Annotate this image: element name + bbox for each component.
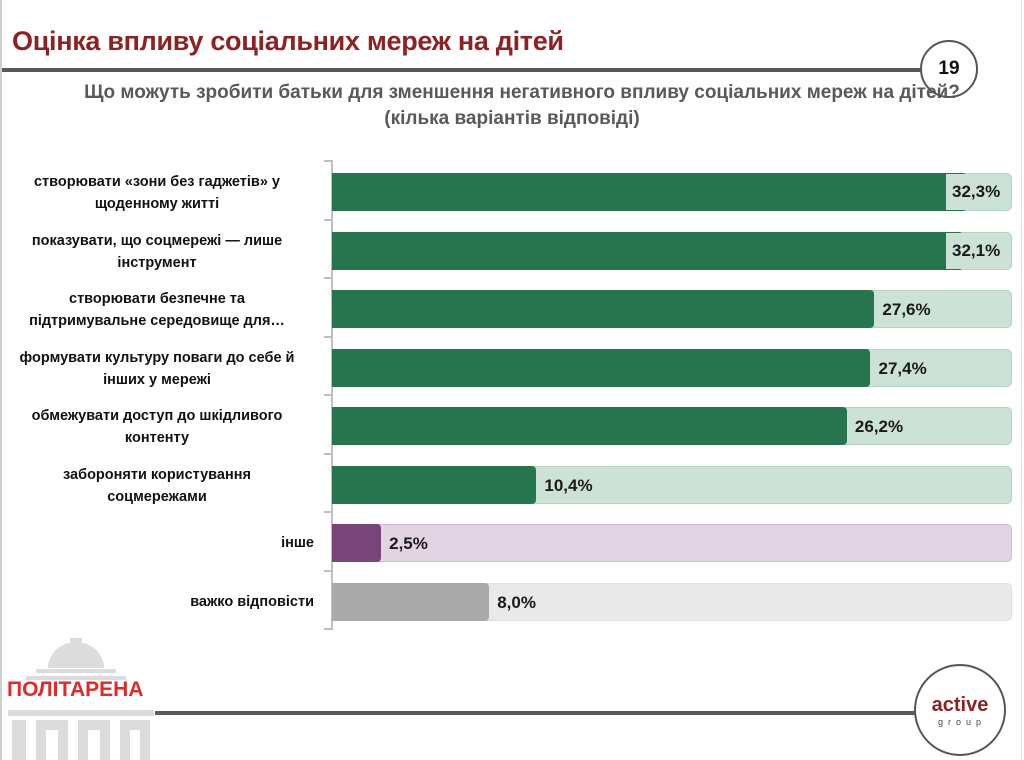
footer-divider	[155, 711, 915, 715]
category-label-line: щоденному житті	[94, 196, 220, 212]
page-number-circle	[920, 40, 978, 98]
category-label: важко відповісти	[0, 591, 314, 613]
data-label: 8,0%	[497, 592, 536, 612]
header-divider	[2, 68, 922, 72]
category-label-line: контенту	[124, 430, 190, 446]
category-label-line: підтримувальне середовище для…	[29, 313, 285, 329]
axis-tick	[324, 452, 332, 455]
axis-tick	[324, 218, 332, 221]
active-group-logo	[914, 664, 1006, 756]
bar	[332, 348, 871, 387]
bar	[332, 290, 875, 328]
data-label: 27,4%	[878, 358, 927, 378]
bar	[332, 231, 963, 270]
slide-right-edge	[1021, 0, 1022, 760]
axis-tick	[324, 394, 332, 396]
category-label-line: формувати культуру поваги до себе й	[19, 349, 295, 366]
category-label-line: обмежувати доступ до шкідливого	[31, 408, 283, 424]
category-label-line: соцмережами	[107, 488, 207, 505]
axis-tick	[324, 628, 332, 630]
politarena-logo	[8, 638, 154, 760]
building-icon	[8, 638, 154, 760]
bar	[332, 173, 967, 211]
category-label: створювати безпечне та підтримувальне сер…	[0, 288, 314, 332]
category-label-line: важко відповісти	[190, 593, 314, 610]
category-label-line: створювати «зони без гаджетів» у	[33, 174, 280, 190]
active-group-logo-subtext: group	[937, 717, 987, 727]
data-label: 10,4%	[544, 475, 593, 495]
category-label: забороняти користування соцмережами	[0, 464, 314, 508]
axis-tick	[324, 335, 332, 338]
axis-tick	[324, 511, 332, 513]
category-label-line: інших у мережі	[103, 371, 211, 388]
axis-tick	[324, 160, 332, 162]
data-label: 32,3%	[946, 174, 1007, 210]
politarena-logo-text: ПОЛІТАРЕНА	[7, 678, 144, 701]
active-group-logo-text: active	[931, 694, 989, 716]
bar	[332, 465, 537, 504]
data-label: 32,1%	[946, 232, 1007, 269]
data-label: 2,5%	[389, 534, 428, 553]
slide-title: Оцінка впливу соціальних мереж на дітей	[12, 26, 564, 56]
bar	[332, 582, 490, 621]
data-label: 27,6%	[882, 300, 931, 319]
category-label: формувати культуру поваги до себе й інших…	[0, 347, 314, 391]
bar-track	[332, 524, 1012, 562]
category-label-line: показувати, що соцмережі — лише	[31, 232, 283, 249]
category-label-line: інше	[281, 535, 314, 551]
chart-title: Що можуть зробити батьки для зменшення н…	[84, 82, 960, 103]
category-label-line: створювати безпечне та	[69, 291, 245, 307]
category-label-line: забороняти користування	[63, 466, 251, 483]
category-label: показувати, що соцмережі — лише інструмен…	[0, 230, 314, 274]
slide-left-edge	[0, 0, 2, 760]
page-number: 19	[938, 58, 960, 79]
category-label: інше	[0, 532, 314, 554]
category-label-line: інструмент	[117, 254, 197, 271]
category-label: обмежувати доступ до шкідливого контенту	[0, 405, 314, 449]
axis-tick	[324, 569, 332, 572]
bar	[332, 524, 382, 562]
category-axis	[331, 160, 333, 630]
data-label: 26,2%	[854, 417, 904, 436]
chart-subtitle: (кілька варіантів відповіді)	[384, 108, 640, 129]
axis-tick	[324, 277, 332, 279]
bar	[332, 407, 847, 445]
category-label: створювати «зони без гаджетів» у щоденном…	[0, 171, 314, 215]
